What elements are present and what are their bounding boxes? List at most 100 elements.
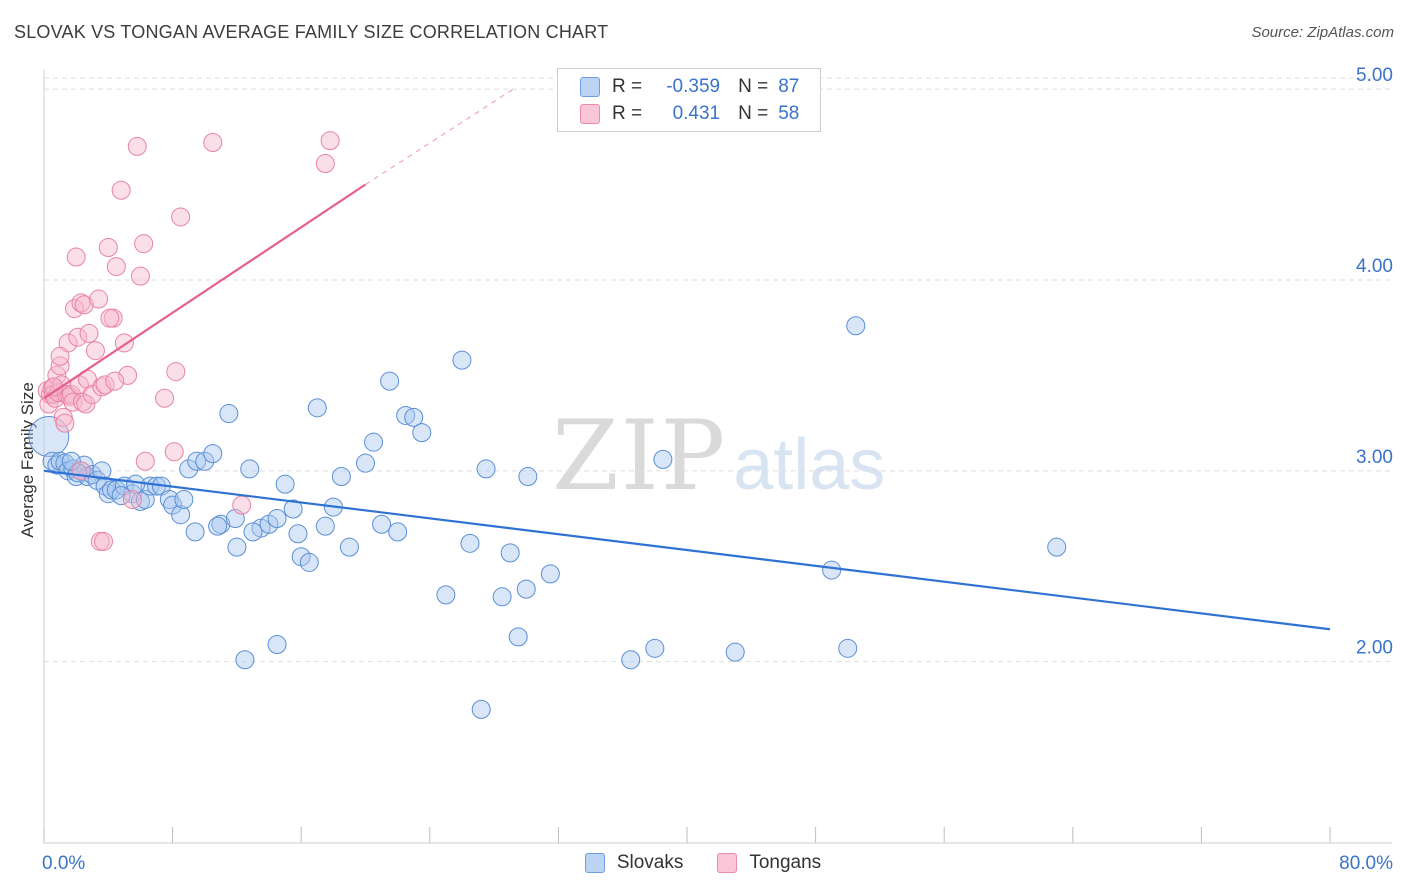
- slovak-point: [211, 514, 231, 534]
- tongan-point: [111, 180, 131, 200]
- slovak-point: [372, 514, 392, 534]
- legend-n-value: 58: [778, 103, 800, 124]
- slovak-point: [235, 650, 255, 670]
- slovak-point: [356, 453, 375, 473]
- legend-r-value: -0.359: [666, 76, 721, 97]
- tongan-point: [127, 136, 147, 156]
- slovak-point: [171, 505, 191, 525]
- tongan-point: [89, 289, 109, 309]
- slovak-point: [174, 489, 194, 509]
- slovak-point: [61, 451, 81, 471]
- slovak-point: [179, 459, 199, 479]
- slovak-point: [846, 316, 866, 336]
- source-label: Source: ZipAtlas.com: [1251, 24, 1394, 41]
- legend-row-tongans: R = 0.431 N = 58: [580, 102, 799, 126]
- tongan-point: [55, 413, 75, 433]
- x-tick-label-max: 80.0%: [1339, 853, 1393, 874]
- slovak-point: [111, 486, 131, 506]
- slovak-point: [102, 480, 122, 500]
- slovak-point: [725, 642, 745, 662]
- slovak-point: [452, 350, 472, 370]
- tongan-point: [61, 384, 81, 404]
- slovak-point: [388, 522, 408, 542]
- slovak-point: [163, 495, 183, 515]
- slovak-point: [396, 405, 416, 425]
- legend-r-label: R =: [612, 103, 643, 124]
- slovak-point: [267, 509, 287, 529]
- slovak-point: [412, 423, 432, 443]
- slovak-point: [838, 638, 858, 658]
- slovak-point: [267, 635, 287, 655]
- slovak-point: [92, 461, 112, 481]
- tongan-point: [74, 295, 94, 315]
- slovak-point: [331, 467, 351, 487]
- slovak-point: [822, 560, 842, 580]
- slovak-point: [645, 638, 665, 658]
- tongan-point: [66, 247, 86, 267]
- tongan-point: [166, 362, 186, 382]
- slovak-point: [508, 627, 528, 647]
- slovak-point: [364, 432, 384, 452]
- series-legend: Slovaks Tongans: [0, 852, 1406, 874]
- axes: [43, 70, 1392, 844]
- slovak-point: [47, 455, 67, 475]
- slovak-point: [307, 398, 327, 418]
- legend-label-tongans: Tongans: [749, 852, 822, 873]
- tongan-point: [164, 442, 184, 462]
- slovak-point: [203, 444, 223, 464]
- slovak-point: [275, 474, 295, 494]
- legend-item-slovaks[interactable]: Slovaks: [584, 852, 684, 874]
- slovaks-swatch: [580, 77, 600, 97]
- tongan-point: [106, 257, 126, 277]
- slovak-point: [74, 455, 94, 475]
- slovak-point: [283, 499, 303, 519]
- legend-label-slovaks: Slovaks: [616, 852, 684, 873]
- tongan-point: [171, 207, 191, 227]
- slovak-point: [540, 564, 560, 584]
- slovak-point: [621, 650, 641, 670]
- legend-r-value: 0.431: [672, 103, 721, 124]
- slovak-point: [315, 516, 335, 536]
- tongan-point: [76, 394, 96, 414]
- legend-n-label: N =: [738, 103, 769, 124]
- tongan-point: [134, 234, 154, 254]
- slovak-point: [187, 451, 207, 471]
- slovak-point: [240, 459, 260, 479]
- slovak-point: [500, 543, 520, 563]
- slovak-point: [518, 467, 538, 487]
- slovak-point: [288, 524, 308, 544]
- tongans-swatch: [717, 853, 738, 873]
- legend-row-slovaks: R = -0.359 N = 87: [580, 75, 799, 99]
- tongan-point: [320, 131, 340, 151]
- slovak-point: [243, 522, 263, 542]
- slovak-point: [516, 579, 536, 599]
- tongan-point: [100, 308, 120, 328]
- tongan-point: [203, 133, 223, 153]
- slovak-point: [195, 451, 215, 471]
- slovak-point: [404, 407, 424, 427]
- legend-item-tongans[interactable]: Tongans: [717, 852, 821, 874]
- tongan-point: [232, 495, 252, 515]
- tongan-point: [50, 356, 70, 376]
- slovak-point: [219, 404, 239, 424]
- slovak-point: [28, 415, 70, 457]
- slovak-point: [68, 463, 88, 483]
- tick-labels: 2.00 3.00 4.00 5.00 0.0% 80.0%: [42, 65, 1393, 874]
- tongans-points: [37, 131, 340, 551]
- slovak-point: [460, 533, 480, 553]
- correlation-legend: R = -0.359 N = 87 R = 0.431 N = 58: [557, 68, 821, 132]
- tongan-point: [315, 154, 335, 174]
- tongan-point: [98, 238, 118, 258]
- slovak-point: [208, 516, 228, 536]
- tongan-point: [118, 365, 138, 385]
- slovak-point: [492, 587, 512, 607]
- tongan-point: [130, 266, 150, 286]
- tongan-point: [122, 489, 142, 509]
- y-tick-label: 3.00: [1356, 447, 1393, 468]
- tongans-trend-line: [43, 183, 367, 400]
- chart-title: SLOVAK VS TONGAN AVERAGE FAMILY SIZE COR…: [14, 22, 609, 42]
- trend-lines: [43, 88, 1331, 631]
- slovak-point: [436, 585, 456, 605]
- tongan-point: [82, 384, 102, 404]
